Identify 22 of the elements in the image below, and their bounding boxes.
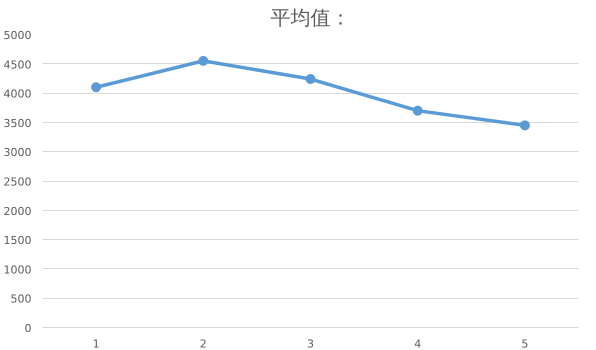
y-tick-label: 3500	[4, 116, 32, 130]
x-tick-label: 2	[200, 338, 207, 350]
x-tick-label: 5	[521, 338, 528, 350]
x-tick-label: 1	[92, 338, 100, 350]
y-tick-label: 0	[24, 322, 32, 335]
y-tick-label: 4500	[4, 58, 32, 72]
y-tick-label: 1500	[4, 234, 32, 248]
point	[198, 56, 208, 66]
y-tick-label: 1000	[4, 263, 32, 276]
point	[306, 74, 316, 84]
point	[412, 106, 423, 116]
point	[520, 120, 530, 130]
x-tick-label: 4	[414, 338, 422, 350]
chart-title: 平均值：	[270, 8, 350, 30]
y-tick-label: 5000	[4, 29, 32, 42]
x-tick-label: 3	[307, 338, 314, 350]
y-tick-label: 3000	[4, 146, 32, 160]
y-tick-label: 2000	[4, 204, 32, 218]
y-tick-label: 500	[10, 292, 32, 306]
point	[91, 82, 102, 92]
y-tick-label: 4000	[4, 88, 32, 101]
y-tick-label: 2500	[4, 176, 32, 188]
